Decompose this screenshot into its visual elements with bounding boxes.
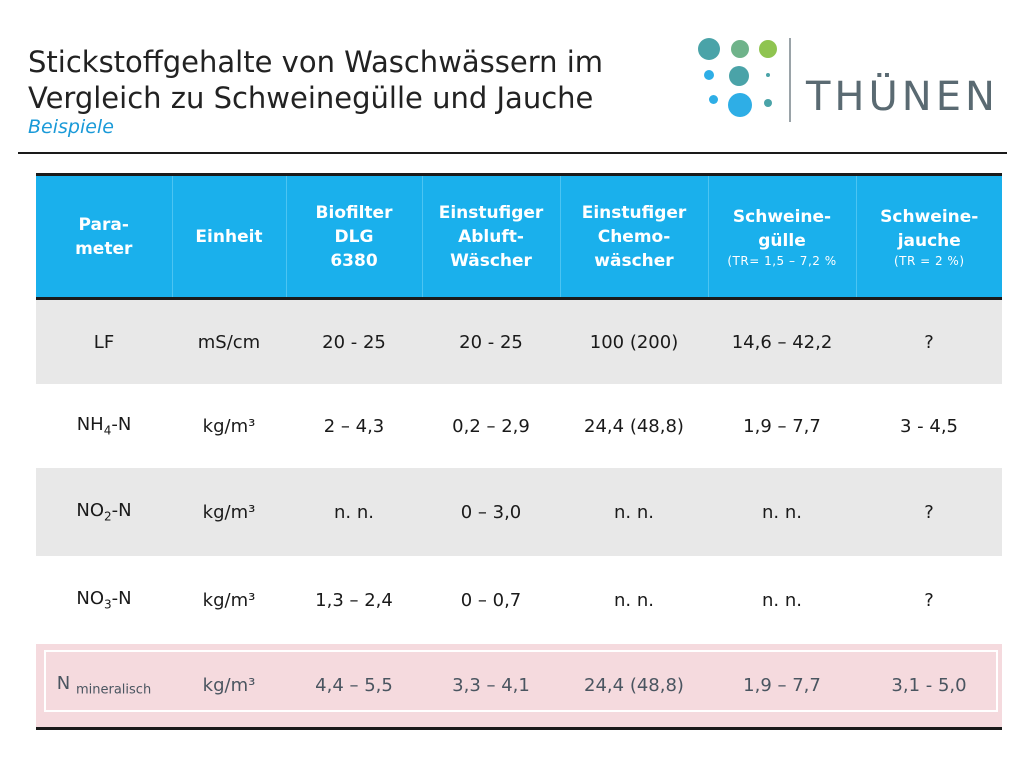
slide-title: Stickstoffgehalte von Waschwässern im Ve… — [28, 44, 688, 138]
cell-value: n. n. — [286, 468, 422, 556]
table-row-highlighted: N mineralisch kg/m³ 4,4 – 5,5 3,3 – 4,1 … — [36, 644, 1002, 730]
cell-value: n. n. — [560, 468, 708, 556]
header-unit: Einheit — [171, 173, 286, 300]
cell-unit: kg/m³ — [172, 468, 286, 556]
cell-value: 4,4 – 5,5 — [286, 644, 422, 730]
cell-value: ? — [856, 298, 1002, 384]
logo-dot-icon — [704, 70, 714, 80]
cell-value: 20 - 25 — [422, 298, 560, 384]
table-header-row: Para- meter Einheit Biofilter DLG 6380 E… — [36, 173, 1002, 300]
thuenen-logo: THÜNEN — [696, 36, 1006, 126]
logo-dot-icon — [698, 38, 720, 60]
logo-separator — [789, 38, 791, 122]
cell-unit: kg/m³ — [172, 644, 286, 730]
cell-value: 1,3 – 2,4 — [286, 556, 422, 644]
cell-value: 1,9 – 7,7 — [708, 644, 856, 730]
cell-value: 24,4 (48,8) — [560, 644, 708, 730]
header-schweineguelle-note: (TR= 1,5 – 7,2 % — [727, 253, 837, 268]
cell-parameter: NO2-N — [36, 468, 172, 556]
table-row: NO3-N kg/m³ 1,3 – 2,4 0 – 0,7 n. n. n. n… — [36, 556, 1002, 644]
cell-value: 20 - 25 — [286, 298, 422, 384]
logo-dot-icon — [764, 99, 772, 107]
logo-dot-icon — [759, 40, 777, 58]
cell-value: 2 – 4,3 — [286, 384, 422, 468]
logo-dot-icon — [728, 93, 752, 117]
cell-value: 3,3 – 4,1 — [422, 644, 560, 730]
cell-value: n. n. — [708, 556, 856, 644]
cell-value: 3,1 - 5,0 — [856, 644, 1002, 730]
cell-value: 100 (200) — [560, 298, 708, 384]
logo-dot-icon — [766, 73, 770, 77]
header-schweinejauche: Schweine- jauche (TR = 2 %) — [855, 173, 1002, 300]
cell-parameter: NH4-N — [36, 384, 172, 468]
header-biofilter: Biofilter DLG 6380 — [285, 173, 422, 300]
title-divider — [18, 152, 1007, 154]
header-einstufiger-abluftwaescher: Einstufiger Abluft- Wäscher — [421, 173, 560, 300]
nitrogen-table: Para- meter Einheit Biofilter DLG 6380 E… — [36, 173, 1002, 730]
cell-value: 0,2 – 2,9 — [422, 384, 560, 468]
cell-value: ? — [856, 468, 1002, 556]
header-schweineguelle: Schweine- gülle (TR= 1,5 – 7,2 % — [707, 173, 856, 300]
cell-value: 3 - 4,5 — [856, 384, 1002, 468]
cell-value: 24,4 (48,8) — [560, 384, 708, 468]
cell-value: ? — [856, 556, 1002, 644]
title-line-1: Stickstoffgehalte von Waschwässern im — [28, 45, 604, 79]
table-row: NH4-N kg/m³ 2 – 4,3 0,2 – 2,9 24,4 (48,8… — [36, 384, 1002, 468]
cell-unit: mS/cm — [172, 298, 286, 384]
table-row: LF mS/cm 20 - 25 20 - 25 100 (200) 14,6 … — [36, 298, 1002, 384]
cell-value: 14,6 – 42,2 — [708, 298, 856, 384]
title-line-2: Vergleich zu Schweinegülle und Jauche — [28, 81, 594, 115]
cell-value: 1,9 – 7,7 — [708, 384, 856, 468]
slide-subtitle: Beispiele — [28, 116, 114, 138]
cell-unit: kg/m³ — [172, 556, 286, 644]
header-parameter: Para- meter — [36, 173, 172, 300]
logo-dot-icon — [709, 95, 718, 104]
cell-value: 0 – 3,0 — [422, 468, 560, 556]
table-row: NO2-N kg/m³ n. n. 0 – 3,0 n. n. n. n. ? — [36, 468, 1002, 556]
cell-value: n. n. — [708, 468, 856, 556]
cell-parameter: LF — [36, 298, 172, 384]
cell-parameter: N mineralisch — [36, 644, 172, 730]
cell-value: n. n. — [560, 556, 708, 644]
cell-unit: kg/m³ — [172, 384, 286, 468]
cell-parameter: NO3-N — [36, 556, 172, 644]
logo-dot-icon — [731, 40, 749, 58]
cell-value: 0 – 0,7 — [422, 556, 560, 644]
logo-wordmark: THÜNEN — [806, 74, 999, 120]
header-einstufiger-chemowaescher: Einstufiger Chemo- wäscher — [559, 173, 708, 300]
header-schweinejauche-note: (TR = 2 %) — [893, 253, 965, 268]
logo-dot-icon — [729, 66, 749, 86]
